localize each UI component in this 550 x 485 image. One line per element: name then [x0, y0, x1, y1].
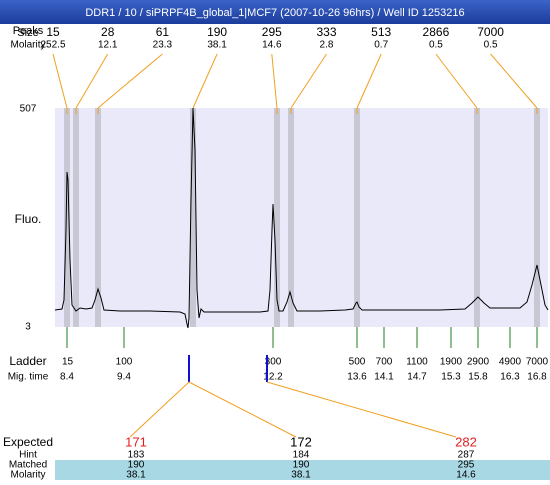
expected-label: Expected — [3, 435, 53, 449]
size-label: Size — [17, 27, 38, 39]
peak-connector — [271, 53, 278, 109]
ladder: 15 8.4 100 9.4 300 12.2 500 13.6 700 14.1 1100 14.7… — [60, 327, 549, 383]
peaks-label: Peaks — [13, 25, 44, 37]
peak-connector — [192, 53, 218, 109]
title-bar — [0, 0, 550, 24]
ladder-mig-time: 16.3 — [500, 372, 520, 383]
peak-size: 333 — [316, 25, 336, 39]
y-label: Fluo. — [15, 212, 42, 226]
hint-size: 183 — [128, 450, 145, 461]
peak-molarity: 0.5 — [429, 40, 443, 51]
peak-band — [354, 108, 360, 327]
peak-size: 190 — [207, 25, 227, 39]
ladder-mig-time: 15.8 — [468, 372, 488, 383]
match-line — [188, 381, 297, 438]
ladder-size: 2900 — [467, 357, 490, 368]
plot-area — [55, 108, 548, 327]
peak-size: 7000 — [477, 25, 504, 39]
matched-band — [55, 460, 550, 480]
ladder-size: 500 — [349, 357, 366, 368]
ladder-size: 1100 — [406, 357, 428, 368]
ladder-mig-time: 14.1 — [374, 372, 394, 383]
ladder-mig-time: 14.7 — [407, 372, 427, 383]
ladder-size: 7000 — [526, 357, 549, 368]
ladder-size: 700 — [376, 357, 393, 368]
peak-connector — [97, 53, 163, 109]
peak-connector — [52, 53, 68, 109]
ladder-size: 300 — [265, 357, 282, 368]
peak-bands — [64, 108, 540, 327]
matched-molarity: 38.1 — [126, 470, 146, 480]
peak-size: 2866 — [423, 25, 450, 39]
peak-band — [534, 108, 540, 327]
expected-size: 282 — [455, 434, 477, 449]
peak-size: 513 — [371, 25, 391, 39]
peak-connector — [490, 53, 538, 109]
y-max: 507 — [20, 104, 37, 115]
molarity-label: Molarity — [10, 40, 45, 51]
ladder-mig-time: 12.2 — [263, 372, 283, 383]
peak-band — [474, 108, 480, 327]
ladder-size: 15 — [62, 357, 74, 368]
matched-label: Matched — [9, 460, 47, 471]
ladder-size: 4900 — [499, 357, 522, 368]
peak-molarity: 0.5 — [484, 40, 498, 51]
peak-molarity: 23.3 — [153, 40, 173, 51]
peak-connector — [435, 53, 478, 109]
matched-size: 190 — [293, 460, 310, 471]
ladder-mig-time: 16.8 — [527, 372, 547, 383]
hint-label: Hint — [19, 450, 37, 461]
ladder-label: Ladder — [9, 354, 46, 368]
peak-connector — [356, 53, 382, 109]
mig-time-label: Mig. time — [8, 372, 49, 383]
peak-molarity: 14.6 — [262, 40, 282, 51]
trace — [54, 107, 549, 329]
hint-size: 287 — [458, 450, 475, 461]
peak-molarity: 252.5 — [40, 40, 65, 51]
peak-band — [95, 108, 101, 327]
y-min: 3 — [25, 322, 31, 333]
matched-size: 190 — [128, 460, 145, 471]
peak-band — [64, 108, 70, 327]
ladder-mig-time: 9.4 — [117, 372, 131, 383]
peak-size: 61 — [156, 25, 170, 39]
peak-band — [274, 108, 280, 327]
peak-connector — [75, 53, 109, 109]
peak-molarity: 12.1 — [98, 40, 118, 51]
matched-molarity: 14.6 — [456, 470, 476, 480]
ladder-size: 1900 — [440, 357, 463, 368]
peak-molarity: 38.1 — [207, 40, 227, 51]
match-line — [266, 381, 457, 438]
peak-molarity: 2.8 — [320, 40, 334, 51]
peak-band — [73, 108, 79, 327]
peak-size: 295 — [262, 25, 282, 39]
peak-connector — [290, 53, 327, 109]
expected-size: 171 — [125, 434, 147, 449]
ladder-mig-time: 13.6 — [347, 372, 367, 383]
ladder-mig-time: 8.4 — [60, 372, 74, 383]
ladder-size: 100 — [116, 357, 133, 368]
peak-band — [190, 108, 196, 327]
match-line — [129, 381, 190, 438]
matched-size: 295 — [458, 460, 475, 471]
hint-size: 184 — [293, 450, 310, 461]
ladder-mig-time: 15.3 — [441, 372, 461, 383]
molarity-row-label: Molarity — [10, 470, 45, 480]
peak-size: 28 — [101, 25, 115, 39]
peak-molarity: 0.7 — [374, 40, 388, 51]
expected-size: 172 — [290, 434, 312, 449]
peak-size: 15 — [46, 25, 60, 39]
title: DDR1 / 10 / siPRPF4B_global_1|MCF7 (2007… — [85, 7, 464, 19]
matched-molarity: 38.1 — [291, 470, 311, 480]
peak-band — [288, 108, 294, 327]
